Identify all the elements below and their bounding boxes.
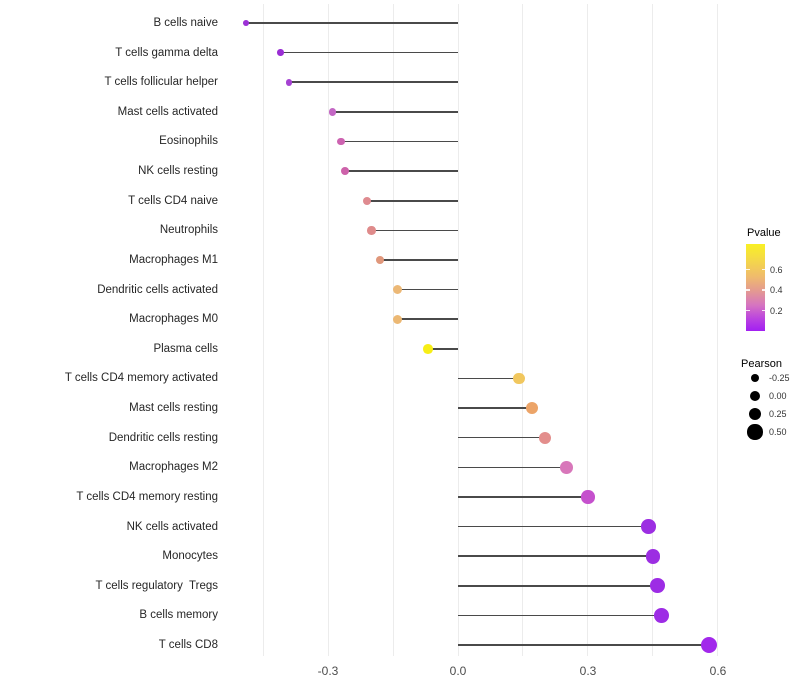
- y-axis-label: Dendritic cells activated: [97, 283, 218, 296]
- y-axis-label: T cells CD8: [158, 639, 218, 652]
- x-axis-tick-label: 0.0: [449, 664, 467, 678]
- lollipop-stem: [380, 259, 458, 261]
- pvalue-tick-label: 0.6: [770, 264, 783, 275]
- lollipop-dot: [649, 578, 665, 594]
- y-axis-label: Mast cells activated: [117, 105, 218, 118]
- lollipop-stem: [458, 466, 567, 469]
- lollipop-dot: [392, 314, 402, 324]
- lollipop-dot: [277, 49, 284, 56]
- lollipop-stem: [458, 496, 588, 498]
- y-axis-label: B cells memory: [139, 609, 218, 622]
- y-axis-label: Neutrophils: [159, 224, 218, 237]
- pearson-size-label: 0.25: [769, 409, 787, 419]
- lollipop-stem: [289, 81, 458, 84]
- lollipop-dot: [422, 343, 433, 354]
- pvalue-tick-mark: [746, 268, 750, 271]
- gridline: [262, 4, 264, 656]
- y-axis-label: Dendritic cells resting: [108, 431, 218, 444]
- pearson-legend-title: Pearson: [741, 358, 782, 370]
- pearson-size-dot: [751, 374, 759, 382]
- x-axis-tick-label: -0.3: [317, 664, 339, 678]
- gridline: [457, 4, 459, 656]
- lollipop-stem: [458, 525, 649, 528]
- lollipop-dot: [701, 637, 718, 653]
- lollipop-stem: [332, 111, 458, 113]
- lollipop-stem: [458, 584, 658, 587]
- gridline: [717, 4, 719, 656]
- lollipop-dot: [538, 431, 551, 444]
- pvalue-tick-mark: [746, 309, 750, 312]
- gridline: [587, 4, 589, 656]
- pvalue-legend-title: Pvalue: [747, 227, 781, 239]
- x-axis-tick-label: 0.6: [709, 664, 727, 678]
- lollipop-dot: [367, 226, 376, 235]
- lollipop-stem: [397, 288, 458, 291]
- pvalue-tick-label: 0.4: [770, 285, 783, 296]
- y-axis-label: Mast cells resting: [129, 402, 218, 415]
- y-axis-label: Macrophages M2: [129, 461, 218, 474]
- lollipop-stem: [341, 140, 458, 143]
- lollipop-dot: [525, 402, 538, 415]
- lollipop-dot: [645, 548, 661, 564]
- y-axis-label: NK cells resting: [138, 165, 218, 178]
- y-axis-label: T cells CD4 naive: [128, 194, 218, 207]
- gridline: [652, 4, 654, 656]
- lollipop-stem: [458, 436, 545, 439]
- pvalue-tick-mark: [761, 309, 765, 312]
- lollipop-dot: [328, 108, 337, 116]
- pvalue-tick-mark: [746, 289, 750, 291]
- lollipop-dot: [285, 78, 293, 86]
- lollipop-dot: [242, 20, 249, 26]
- lollipop-stem: [458, 407, 532, 409]
- lollipop-dot: [641, 519, 656, 534]
- gridline: [327, 4, 329, 656]
- y-axis-label: NK cells activated: [126, 520, 218, 533]
- lollipop-dot: [581, 490, 595, 504]
- y-axis-label: Plasma cells: [153, 342, 218, 355]
- pearson-size-dot: [747, 424, 763, 440]
- lollipop-stem: [458, 555, 653, 557]
- pvalue-tick-mark: [761, 289, 765, 291]
- lollipop-stem: [345, 170, 458, 172]
- gridline: [392, 4, 394, 656]
- pvalue-colorbar: [746, 244, 765, 331]
- lollipop-stem: [367, 199, 458, 202]
- gridline: [522, 4, 524, 656]
- pvalue-tick-label: 0.2: [770, 305, 783, 316]
- y-axis-label: T cells CD4 memory resting: [76, 490, 218, 503]
- lollipop-dot: [337, 137, 345, 146]
- lollipop-dot: [362, 196, 372, 205]
- lollipop-dot: [392, 285, 402, 295]
- lollipop-stem: [458, 614, 662, 617]
- lollipop-stem: [458, 377, 519, 380]
- lollipop-stem: [458, 644, 710, 646]
- lollipop-stem: [371, 229, 458, 232]
- y-axis-label: B cells naive: [153, 17, 218, 29]
- lollipop-dot: [654, 607, 670, 623]
- lollipop-stem: [427, 348, 458, 350]
- pearson-size-dot: [748, 407, 762, 421]
- lollipop-stem: [397, 318, 458, 320]
- y-axis-label: Eosinophils: [159, 135, 218, 148]
- y-axis-label: T cells follicular helper: [104, 76, 218, 89]
- y-axis-label: T cells gamma delta: [115, 46, 218, 59]
- pearson-size-label: 0.00: [769, 391, 787, 401]
- lollipop-dot: [341, 167, 350, 176]
- lollipop-dot: [512, 372, 525, 385]
- lollipop-dot: [375, 255, 385, 265]
- y-axis-label: Monocytes: [162, 550, 218, 563]
- y-axis-label: Macrophages M0: [129, 313, 218, 326]
- lollipop-dot: [559, 460, 573, 474]
- pearson-size-label: 0.50: [769, 427, 787, 437]
- x-axis-tick-label: 0.3: [579, 664, 597, 678]
- pvalue-tick-mark: [761, 268, 765, 271]
- pearson-size-label: -0.25: [769, 373, 790, 383]
- y-axis-label: T cells CD4 memory activated: [64, 372, 218, 385]
- y-axis-label: T cells regulatory Tregs: [95, 579, 218, 592]
- lollipop-stem: [280, 51, 458, 54]
- pearson-size-dot: [749, 390, 761, 402]
- lollipop-stem: [245, 22, 458, 24]
- y-axis-label: Macrophages M1: [129, 253, 218, 266]
